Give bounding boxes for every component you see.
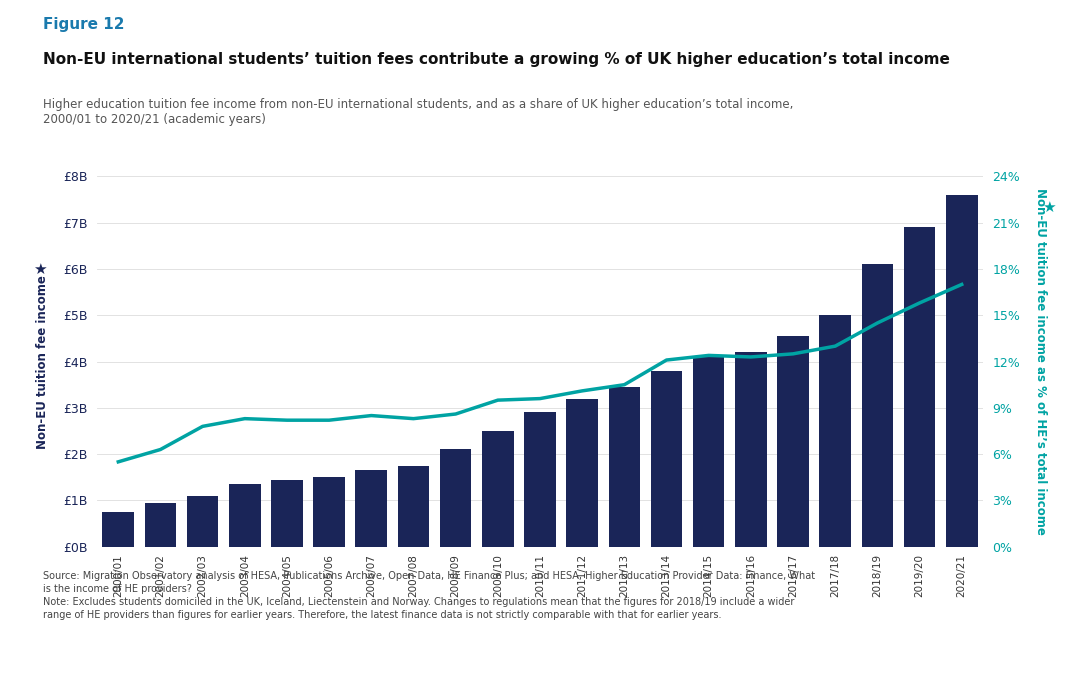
Bar: [693, 357, 725, 547]
Y-axis label: Non-EU tuition fee income as % of HE’s total income: Non-EU tuition fee income as % of HE’s t…: [1035, 188, 1048, 535]
Bar: [862, 264, 893, 547]
Text: ★: ★: [1042, 200, 1056, 215]
Bar: [313, 477, 345, 547]
Y-axis label: Non-EU tuition fee income: Non-EU tuition fee income: [36, 275, 49, 448]
Bar: [778, 336, 809, 547]
Text: Non-EU international students’ tuition fees contribute a growing % of UK higher : Non-EU international students’ tuition f…: [43, 52, 950, 67]
Bar: [650, 371, 683, 547]
Text: ★: ★: [32, 262, 46, 277]
Bar: [355, 471, 387, 547]
Bar: [946, 195, 977, 547]
Bar: [904, 228, 935, 547]
Bar: [735, 352, 767, 547]
Bar: [397, 466, 430, 547]
Bar: [271, 480, 302, 547]
Bar: [608, 387, 640, 547]
Bar: [820, 316, 851, 547]
Bar: [187, 495, 218, 547]
Text: Figure 12: Figure 12: [43, 17, 124, 33]
Bar: [145, 502, 176, 547]
Bar: [524, 412, 556, 547]
Bar: [566, 399, 598, 547]
Text: Source: Migration Observatory analysis of HESA, Publications Archive, Open Data,: Source: Migration Observatory analysis o…: [43, 571, 815, 621]
Bar: [482, 431, 514, 547]
Text: Higher education tuition fee income from non-EU international students, and as a: Higher education tuition fee income from…: [43, 98, 794, 126]
Bar: [440, 450, 472, 547]
Bar: [229, 484, 260, 547]
Bar: [103, 512, 134, 547]
